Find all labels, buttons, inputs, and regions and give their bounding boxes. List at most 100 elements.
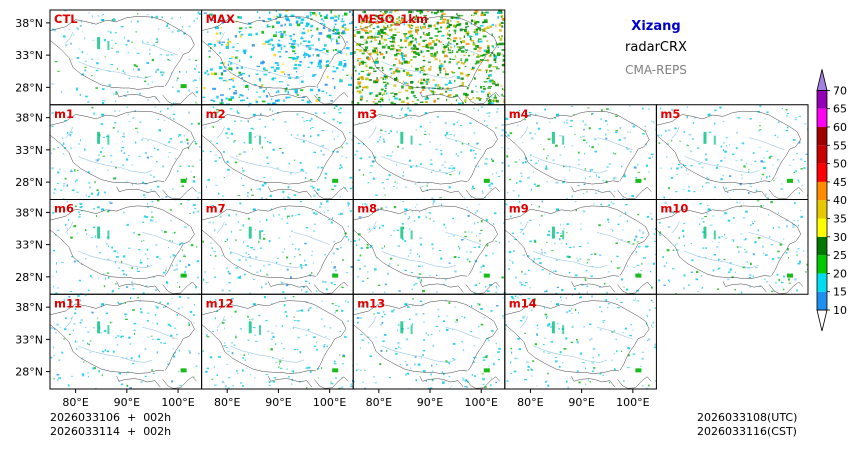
echo-cell (206, 336, 210, 338)
echo-cell (343, 334, 345, 336)
echo-cell (382, 77, 385, 80)
echo-cell (100, 123, 103, 125)
echo-cluster (483, 368, 490, 373)
echo-cell (473, 15, 475, 17)
echo-cell (456, 42, 459, 45)
echo-cell (388, 11, 393, 14)
echo-cell (267, 263, 271, 266)
echo-cell (422, 354, 424, 356)
echo-cell (67, 219, 70, 221)
echo-cell (764, 118, 766, 120)
echo-cell (513, 250, 515, 252)
echo-cell (486, 93, 489, 96)
echo-cell (228, 17, 230, 21)
echo-cell (797, 224, 799, 227)
echo-cell (355, 86, 359, 89)
echo-cell (444, 161, 447, 163)
echo-cell (641, 351, 645, 354)
echo-cell (723, 142, 725, 144)
echo-cell (768, 156, 771, 159)
echo-cell (389, 263, 391, 265)
echo-cell (181, 29, 183, 31)
echo-cell (433, 201, 435, 203)
echo-cell (270, 66, 274, 69)
echo-cell (613, 353, 615, 355)
echo-cell (147, 206, 149, 208)
echo-cell (419, 67, 422, 69)
echo-cell (231, 77, 235, 80)
echo-cell (413, 44, 416, 47)
boundary-line (50, 110, 195, 181)
echo-cell (158, 28, 160, 31)
echo-cell (156, 68, 159, 71)
echo-cell (96, 245, 98, 248)
echo-cell (453, 29, 457, 32)
echo-cell (395, 10, 399, 12)
echo-cell (283, 99, 285, 102)
echo-cell (606, 124, 608, 126)
echo-cell (598, 354, 600, 357)
echo-cell (63, 299, 66, 302)
echo-cell (107, 209, 110, 212)
echo-cell (188, 321, 190, 324)
echo-cell (176, 313, 178, 316)
echo-band (713, 135, 716, 145)
echo-cell (234, 120, 236, 122)
echo-cell (559, 223, 561, 226)
echo-cell (197, 196, 200, 199)
echo-cell (123, 211, 125, 214)
echo-cell (87, 371, 89, 374)
panel-content (201, 105, 354, 200)
echo-cell (388, 377, 391, 379)
echo-cell (220, 109, 222, 112)
echo-cell (109, 31, 112, 34)
echo-cell (243, 354, 245, 356)
echo-cell (351, 100, 354, 104)
river-line (293, 232, 330, 245)
echo-cell (62, 137, 64, 139)
echo-cell (536, 324, 539, 327)
echo-band (400, 131, 404, 144)
echo-cell (375, 79, 380, 82)
echo-cell (624, 211, 626, 213)
echo-cell (276, 21, 280, 24)
echo-cell (270, 348, 273, 351)
echo-cell (247, 120, 249, 123)
echo-cell (764, 254, 768, 256)
echo-cell (320, 318, 323, 320)
boundary-line (353, 300, 498, 371)
echo-cell (260, 197, 264, 200)
echo-cell (71, 189, 75, 192)
echo-cell (98, 370, 101, 373)
echo-cell (492, 362, 495, 364)
echo-cell (235, 239, 237, 242)
echo-cell (621, 278, 624, 281)
echo-cell (796, 254, 798, 256)
echo-cell (682, 163, 684, 166)
echo-cell (710, 224, 713, 226)
echo-cell (280, 71, 285, 74)
echo-cell (328, 29, 331, 32)
echo-cell (271, 77, 275, 81)
echo-cell (249, 373, 251, 376)
echo-cell (501, 64, 505, 67)
echo-cell (261, 286, 263, 289)
echo-cell (333, 49, 335, 52)
echo-cell (445, 90, 447, 93)
echo-cell (360, 98, 363, 101)
echo-cell (74, 340, 77, 343)
echo-cell (358, 90, 362, 94)
echo-cell (107, 134, 110, 136)
echo-cell (486, 77, 490, 80)
echo-cell (266, 140, 269, 143)
echo-cell (281, 218, 283, 220)
echo-cell (720, 160, 723, 162)
echo-cell (368, 72, 372, 75)
echo-cell (240, 328, 242, 330)
echo-cell (803, 250, 805, 252)
echo-cell (551, 250, 554, 252)
boundary-line (419, 281, 464, 293)
echo-cell (333, 284, 336, 285)
echo-cell (655, 228, 657, 230)
echo-cell (440, 63, 443, 66)
